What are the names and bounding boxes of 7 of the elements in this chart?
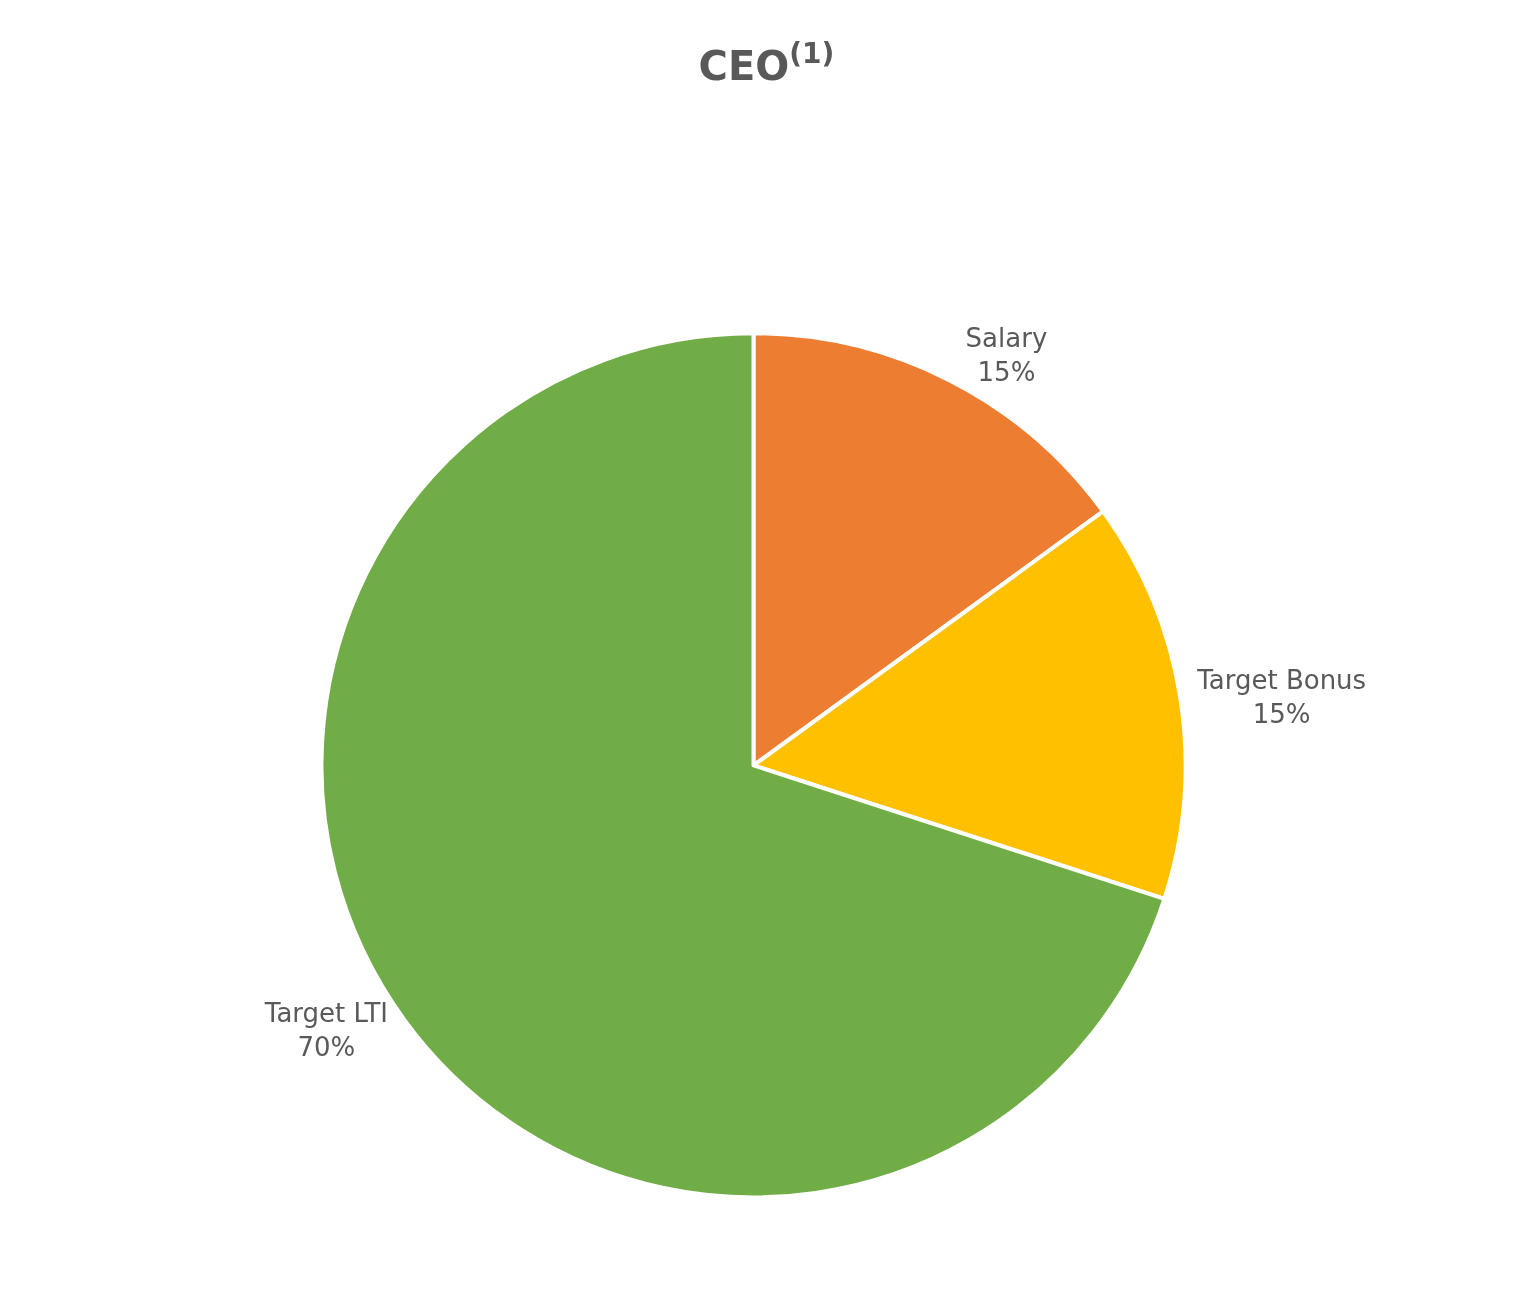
data-label: 15% xyxy=(977,356,1036,387)
slice-label: Target LTI xyxy=(263,998,389,1029)
data-label: 15% xyxy=(1252,698,1311,729)
chart-title: CEO$^{(1)}$ xyxy=(698,37,835,89)
slice-label: Salary xyxy=(965,323,1048,354)
slice-label: Target Bonus xyxy=(1196,665,1367,696)
data-label: 70% xyxy=(297,1032,356,1063)
